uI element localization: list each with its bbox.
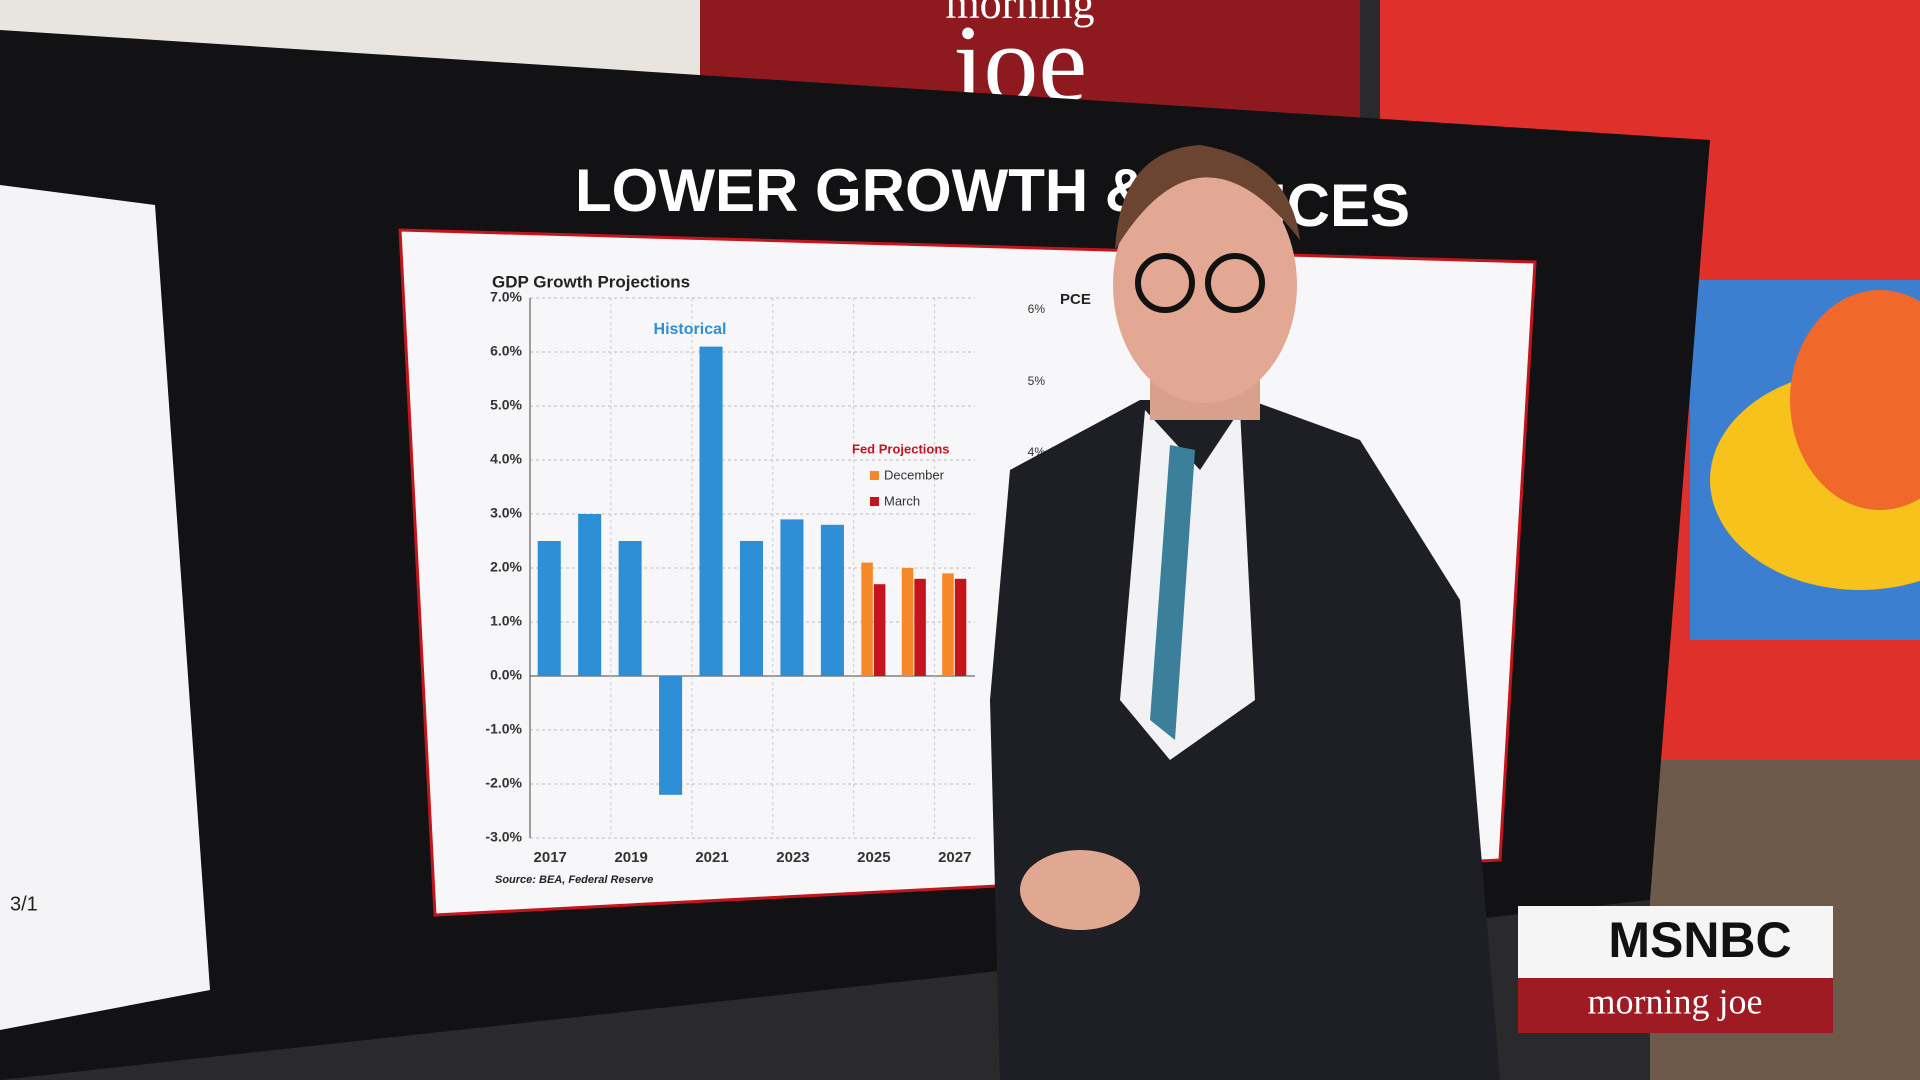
- plot: -3.0% -2.0% -1.0% 0.0% 1.0% 2.0% 3.0% 4.0% 5.0% 6…: [485, 289, 975, 866]
- presenter: [990, 145, 1500, 1080]
- x-tick-label: 2017: [534, 849, 567, 866]
- x-tick-label: 2027: [938, 849, 971, 866]
- pce-tick: 5%: [1028, 374, 1046, 388]
- presenter-part: [1115, 145, 1300, 250]
- chart-source: Source: BEA, Federal Reserve: [495, 874, 653, 886]
- y-tick-label: 3.0%: [490, 505, 522, 521]
- x-tick-label: 2025: [857, 849, 890, 866]
- bar: [861, 562, 873, 676]
- y-tick-label: 2.0%: [490, 559, 522, 575]
- pce-tick: 6%: [1028, 302, 1046, 316]
- left-screen-panel: [0, 185, 210, 1030]
- logo-top: [1518, 906, 1833, 978]
- y-tick-label: -1.0%: [485, 721, 522, 737]
- x-tick-label: 2021: [695, 849, 728, 866]
- series-label: Historical: [654, 321, 727, 338]
- y-tick-label: 5.0%: [490, 397, 522, 413]
- presenter-part: [1205, 253, 1265, 313]
- bar: [873, 584, 886, 676]
- legend-label: December: [884, 467, 945, 482]
- bar: [954, 578, 967, 676]
- presenter-part: [1113, 167, 1297, 403]
- presenter-part: [1150, 445, 1195, 740]
- legend-title: Fed Projections: [852, 441, 950, 456]
- pce-title: PCE: [1060, 291, 1091, 308]
- logo-bottom: [1518, 978, 1833, 1033]
- presenter-part: [1020, 850, 1140, 930]
- y-tick-label: -2.0%: [485, 775, 522, 791]
- bar: [578, 514, 602, 676]
- bar: [901, 568, 914, 676]
- bar: [820, 524, 844, 676]
- legend-swatch: [870, 497, 879, 506]
- logo-show: morning joe: [1588, 981, 1763, 1021]
- y-tick-label: 0.0%: [490, 667, 522, 683]
- x-tick-label: 2023: [776, 849, 809, 866]
- y-tick-label: 1.0%: [490, 613, 522, 629]
- left-date-label: 3/1: [10, 893, 38, 915]
- bar: [699, 346, 723, 676]
- bar: [942, 573, 954, 676]
- bar: [780, 519, 804, 676]
- presenter-part: [1135, 253, 1195, 313]
- x-tick-label: 2019: [614, 849, 647, 866]
- logo-network: MSNBC: [1608, 912, 1791, 968]
- y-tick-label: -3.0%: [485, 829, 522, 845]
- chart-title: GDP Growth Projections: [492, 272, 690, 291]
- bar: [914, 578, 926, 676]
- bar: [739, 541, 764, 676]
- sign-top: morning: [945, 0, 1094, 28]
- peacock-feather: [1790, 290, 1920, 510]
- legend-swatch: [870, 471, 879, 480]
- y-tick-label: 4.0%: [490, 451, 522, 467]
- y-tick-label: 7.0%: [490, 289, 522, 305]
- bar: [537, 541, 561, 676]
- bar: [618, 541, 642, 676]
- bar: [659, 676, 683, 795]
- legend-label: March: [884, 493, 920, 508]
- y-tick-label: 6.0%: [490, 343, 522, 359]
